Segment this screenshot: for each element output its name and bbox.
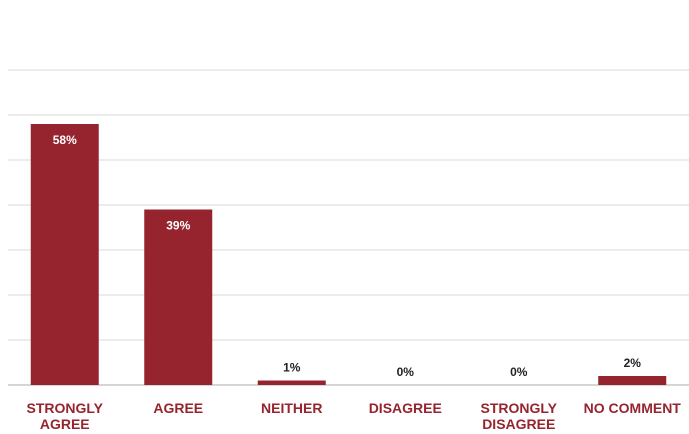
bar-value-label: 0% — [397, 365, 415, 379]
category-label-line: NO COMMENT — [584, 400, 682, 416]
bars — [30, 124, 667, 385]
gridlines — [8, 69, 689, 386]
category-label: STRONGLY DISAGREE — [481, 400, 558, 432]
bar-value-label: 39% — [166, 219, 190, 233]
category-label: DISAGREE — [369, 400, 442, 416]
category-label-line: NEITHER — [261, 400, 322, 416]
category-label-line: STRONGLY — [481, 400, 558, 416]
category-label: NO COMMENT — [584, 400, 682, 416]
category-label-line: AGREE — [40, 416, 90, 432]
category-label-line: STRONGLY — [27, 400, 104, 416]
category-label: AGREE — [153, 400, 203, 416]
bar-value-label: 2% — [624, 356, 642, 370]
category-label: STRONGLY AGREE — [27, 400, 104, 432]
category-label-line: DISAGREE — [369, 400, 442, 416]
bar — [144, 209, 213, 385]
bar — [30, 124, 99, 385]
bar — [598, 376, 667, 385]
bar-value-label: 58% — [53, 133, 77, 147]
bar — [257, 380, 326, 385]
bar-value-labels: 58% 39% 1% 0% 0% 2% — [53, 133, 642, 379]
bar-value-label: 0% — [510, 365, 528, 379]
bar-value-label: 1% — [283, 361, 301, 375]
category-label-line: DISAGREE — [482, 416, 555, 432]
category-label-line: AGREE — [153, 400, 203, 416]
category-label: NEITHER — [261, 400, 322, 416]
